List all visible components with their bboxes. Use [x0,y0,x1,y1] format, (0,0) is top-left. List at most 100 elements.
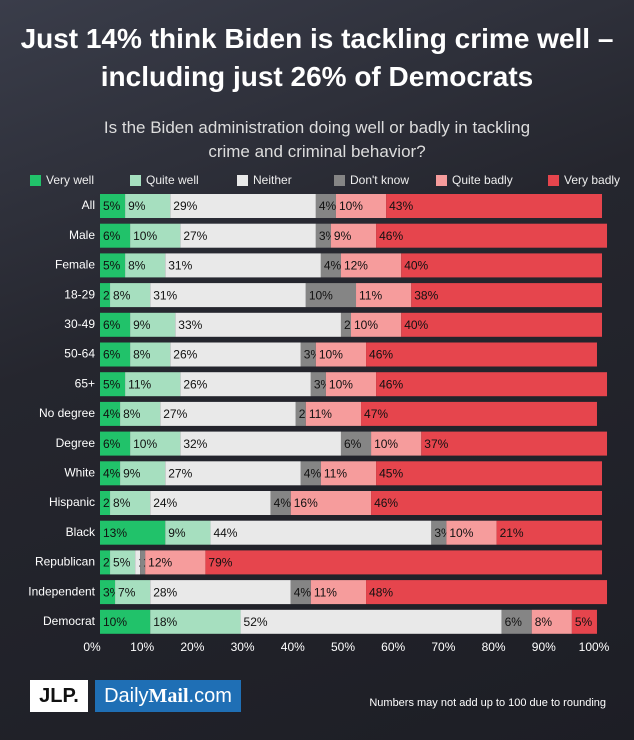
value-label: 10% [339,199,363,213]
legend-swatch [130,175,141,186]
bar-segment [120,401,161,426]
value-label: 27% [163,407,187,421]
value-label: 6% [103,318,121,332]
value-label: 6% [103,229,121,243]
bar-segment [421,431,608,456]
bar-segment [100,342,131,367]
bar-segment [290,491,372,515]
bar-segment [100,491,111,515]
chart-title: Just 14% think Biden is tackling crime w… [20,23,614,92]
value-label: 5% [103,199,121,213]
value-label: 10% [133,437,157,451]
value-label: 6% [103,348,121,362]
bar-segment [371,431,422,456]
y-tick-label: 50-64 [64,347,95,361]
x-tick-label: 50% [331,640,355,654]
value-label: 40% [404,259,428,273]
value-label: 16% [294,496,318,510]
value-label: 5% [575,615,593,629]
value-label: 6% [103,437,121,451]
x-tick-label: 20% [180,640,204,654]
bar-segment [180,372,311,397]
value-label: 46% [374,496,398,510]
bar-segment [300,342,316,367]
bar-segment [100,550,111,575]
value-label: 12% [148,556,172,570]
bar-segment [371,491,602,515]
value-label: 26% [173,348,197,362]
legend-swatch [30,175,41,186]
publisher-logo: DailyMail.com [95,680,241,712]
bar-segment [310,372,326,397]
y-tick-label: Hispanic [49,495,95,509]
bar-segment [100,223,131,248]
bar-segment [496,520,602,545]
value-label: 9% [168,526,186,540]
bar-segment [531,609,572,634]
bar-segment [135,550,141,575]
value-label: 6% [505,615,523,629]
bar-segment [501,609,532,634]
y-tick-label: 18-29 [64,287,95,301]
legend-label: Very well [46,173,94,187]
value-label: 26% [183,377,207,391]
bar-segment [165,520,211,545]
bar-segment [100,401,121,426]
bar-segment [160,401,296,426]
bar-segment [330,223,377,248]
legend-label: Very badly [564,173,620,187]
value-label: 8% [113,496,131,510]
value-label: 11% [128,377,151,391]
bar-segment [115,580,151,605]
value-label: 4% [304,466,322,480]
legend-swatch [334,175,345,186]
value-label: 48% [369,585,393,599]
bar-segment [125,253,166,278]
bar-segment [100,372,126,397]
bar-segment [125,372,181,397]
publisher-suffix: .com [188,685,232,707]
value-label: 10% [319,348,343,362]
y-tick-label: Black [66,525,96,539]
bar-segment [340,312,351,337]
value-label: 10% [329,377,353,391]
value-label: 5% [103,377,121,391]
value-label: 10% [309,288,333,302]
bar-segment [300,461,321,486]
value-label: 9% [334,229,352,243]
bar-segment [120,461,166,486]
bar-segment [351,312,402,337]
bar-segment [150,609,241,634]
chart-subtitle: Is the Biden administration doing well o… [103,118,531,161]
bar-segment [150,491,271,515]
publisher-name-bold: Mail [148,685,189,707]
bar-segment [100,194,126,218]
value-label: 6% [344,437,362,451]
bar-segment [100,461,121,486]
y-tick-label: Degree [56,436,96,450]
value-label: 8% [113,288,131,302]
bar-segment [110,550,136,575]
bar-segment [100,609,151,634]
value-label: 43% [389,199,413,213]
value-label: 38% [414,288,438,302]
legend-label: Quite badly [452,173,513,187]
x-tick-label: 0% [83,640,101,654]
value-label: 11% [309,407,332,421]
bar-segment [130,431,181,456]
bar-segment [376,461,602,486]
bar-segment [411,283,602,308]
bar-segment [140,550,146,575]
value-label: 40% [404,318,428,332]
bar-segment [165,461,301,486]
bar-segment [376,372,608,397]
value-label: 11% [324,466,347,480]
bar-segment [310,580,367,605]
legend-swatch [436,175,447,186]
y-tick-label: No degree [39,406,95,420]
bar-segment [376,223,608,248]
bar-segment [320,461,377,486]
value-label: 79% [208,556,232,570]
x-tick-label: 80% [482,640,506,654]
